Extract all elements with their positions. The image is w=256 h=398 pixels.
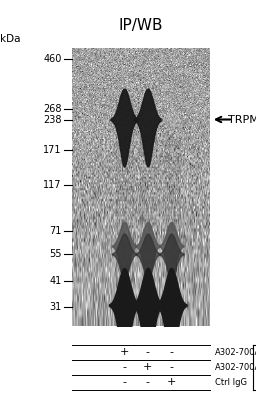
Text: A302-700A-2: A302-700A-2 — [215, 348, 256, 357]
Text: IP/WB: IP/WB — [119, 18, 163, 33]
Text: -: - — [122, 377, 126, 388]
Text: -: - — [169, 347, 173, 357]
Text: +: + — [166, 377, 176, 388]
Text: 31: 31 — [49, 302, 61, 312]
Text: -: - — [146, 347, 150, 357]
Text: +: + — [143, 362, 152, 373]
Text: kDa: kDa — [0, 34, 20, 44]
Text: +: + — [120, 347, 129, 357]
Text: -: - — [146, 377, 150, 388]
Text: -: - — [122, 362, 126, 373]
Text: 238: 238 — [43, 115, 61, 125]
Text: 55: 55 — [49, 249, 61, 259]
Text: A302-700A-3: A302-700A-3 — [215, 363, 256, 372]
Text: 171: 171 — [43, 145, 61, 155]
Text: -: - — [169, 362, 173, 373]
Text: Ctrl IgG: Ctrl IgG — [215, 378, 247, 387]
Text: 41: 41 — [49, 276, 61, 286]
Text: 71: 71 — [49, 226, 61, 236]
Text: 460: 460 — [43, 54, 61, 64]
Text: 117: 117 — [43, 179, 61, 190]
Text: TRPM7: TRPM7 — [228, 115, 256, 125]
Text: 268: 268 — [43, 103, 61, 113]
